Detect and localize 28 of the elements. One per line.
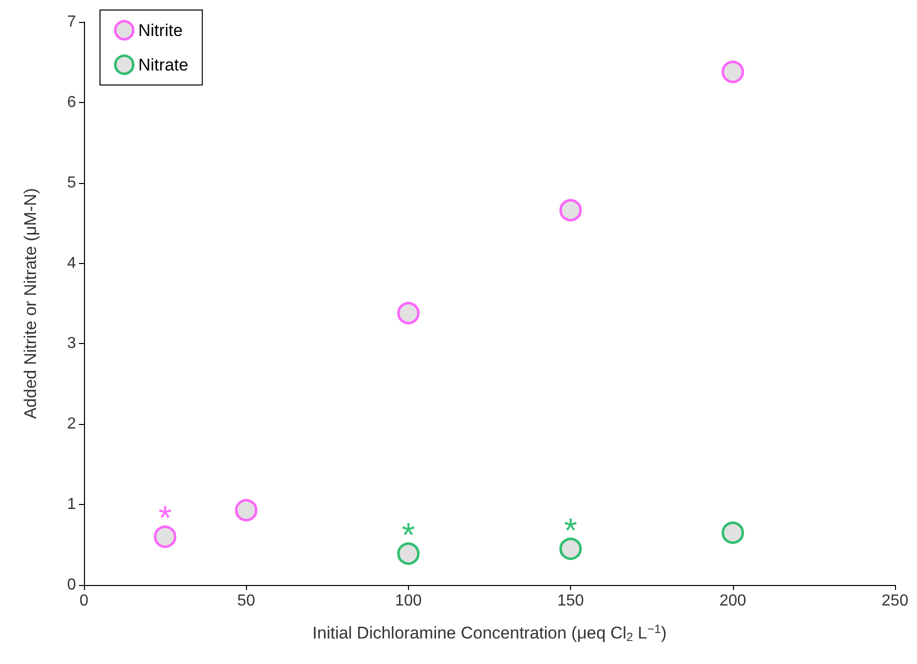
y-tick-label: 7 xyxy=(67,14,76,30)
x-tick-label: 100 xyxy=(395,592,422,610)
x-tick-label: 150 xyxy=(557,592,584,610)
point xyxy=(234,498,258,522)
x-tick-label: 0 xyxy=(80,592,89,610)
annotation: * xyxy=(158,500,172,538)
y-tick-label: 6 xyxy=(67,94,76,111)
legend-label: Nitrite xyxy=(138,20,183,40)
y-tick-label: 0 xyxy=(67,576,76,594)
y-tick-label: 1 xyxy=(67,496,76,514)
y-tick-label: 4 xyxy=(67,254,76,272)
point xyxy=(559,198,582,222)
legend-label: Nitrate xyxy=(138,55,188,74)
annotation: * xyxy=(402,516,416,555)
x-tick-label: 50 xyxy=(237,592,256,610)
point xyxy=(397,542,420,565)
y-tick-label: 5 xyxy=(67,174,76,192)
x-tick-label: 200 xyxy=(719,592,746,610)
x-tick-label: 250 xyxy=(882,592,908,610)
y-tick-label: 2 xyxy=(67,416,76,433)
y-tick-label: 3 xyxy=(67,335,76,352)
point xyxy=(722,521,744,544)
y-axis-title: Added Nitrite or Nitrate (μM-N) xyxy=(21,188,40,419)
point xyxy=(154,526,176,548)
point xyxy=(397,302,420,324)
point xyxy=(559,538,582,560)
point xyxy=(722,60,744,84)
annotation: * xyxy=(564,512,578,550)
